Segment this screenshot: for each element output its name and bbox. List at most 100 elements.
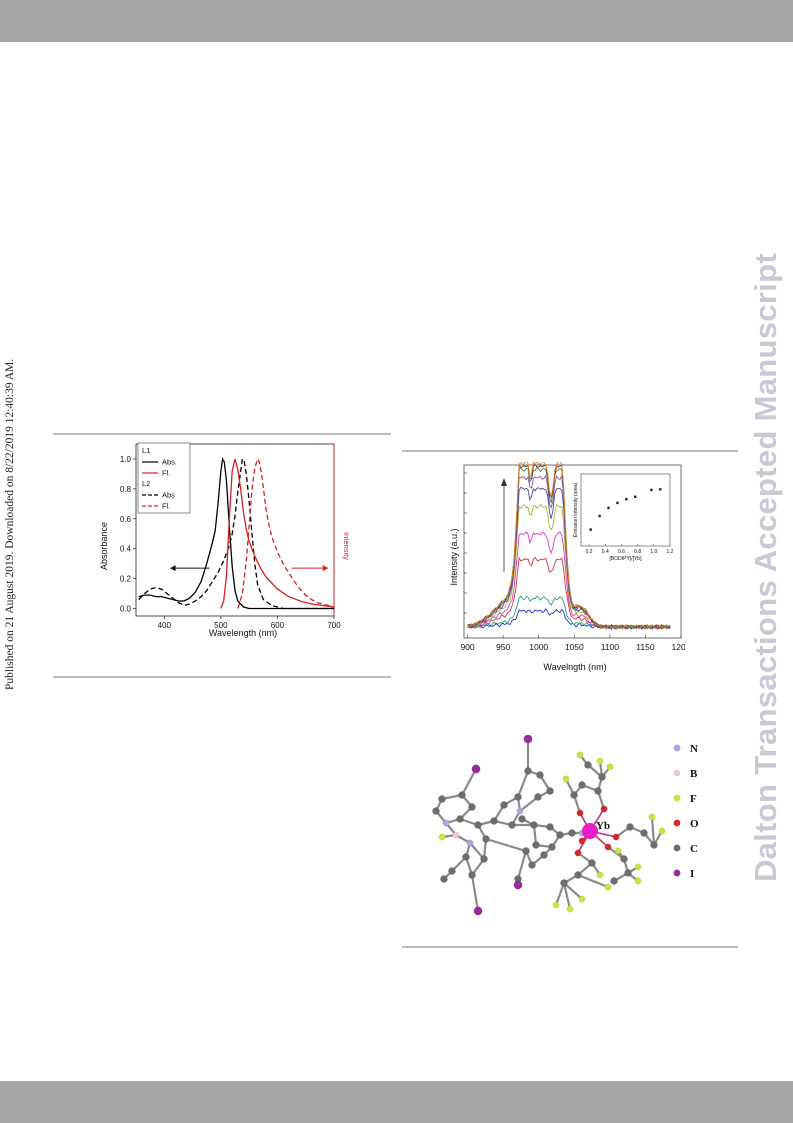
atom-c bbox=[440, 875, 448, 883]
x-tick-label: 600 bbox=[271, 621, 285, 630]
y-axis-label: Intensity (a.u.) bbox=[449, 528, 459, 585]
atom-i bbox=[523, 735, 533, 744]
atom-yb bbox=[582, 823, 598, 839]
atom-c bbox=[588, 859, 596, 867]
atom-f bbox=[596, 871, 604, 879]
figure-rule-top-left bbox=[53, 433, 391, 435]
atom-c bbox=[438, 795, 446, 803]
footer-bar bbox=[0, 1081, 793, 1123]
atom-c bbox=[556, 831, 564, 839]
atom-c bbox=[624, 869, 632, 877]
x-axis-label: Wavelength (nm) bbox=[209, 628, 277, 638]
bond bbox=[516, 849, 528, 881]
atom-o bbox=[574, 849, 582, 857]
x-tick-label: 1000 bbox=[529, 642, 548, 652]
atom-i bbox=[513, 880, 523, 890]
atom-f bbox=[562, 775, 570, 783]
atom-c bbox=[532, 841, 540, 849]
legend-label-c: C bbox=[690, 843, 698, 855]
atom-c bbox=[448, 867, 456, 875]
atom-c bbox=[546, 823, 554, 831]
atom-c bbox=[548, 843, 556, 851]
atom-o bbox=[612, 833, 620, 841]
inset-x-tick-label: 0.2 bbox=[586, 549, 593, 555]
x-tick-label: 900 bbox=[460, 642, 474, 652]
legend-label-n: N bbox=[690, 743, 698, 755]
atom-c bbox=[518, 815, 526, 823]
legend-entry-label: Fl. bbox=[162, 469, 170, 478]
atom-c bbox=[584, 761, 592, 769]
bond bbox=[554, 881, 566, 907]
x-tick-label: 500 bbox=[214, 621, 228, 630]
atom-c bbox=[568, 829, 576, 837]
x-tick-label: 700 bbox=[327, 621, 341, 630]
atom-c bbox=[640, 829, 648, 837]
atom-n bbox=[516, 807, 524, 815]
bond bbox=[650, 815, 656, 847]
figure-rule-bottom-left bbox=[53, 676, 391, 678]
atom-f bbox=[566, 905, 574, 913]
x-axis-label: Wavelngth (nm) bbox=[543, 662, 606, 672]
atom-c bbox=[468, 803, 476, 811]
x-tick-label: 1050 bbox=[565, 642, 584, 652]
atom-f bbox=[552, 901, 560, 909]
bond bbox=[460, 767, 478, 797]
increase-arrow-head bbox=[501, 478, 507, 486]
atom-f bbox=[578, 895, 586, 903]
atom-c bbox=[468, 871, 476, 879]
atom-f bbox=[614, 847, 622, 855]
y-tick-label: 0.2 bbox=[120, 575, 132, 584]
inset-data-point bbox=[589, 528, 592, 531]
x-tick-label: 400 bbox=[158, 621, 172, 630]
atom-c bbox=[534, 793, 542, 801]
y-tick-label: 0.8 bbox=[120, 485, 132, 494]
inset-x-axis-label: [BODIPY]/[Yb] bbox=[610, 556, 643, 562]
atom-c bbox=[570, 791, 578, 799]
y-tick-label: 1.0 bbox=[120, 455, 132, 464]
legend-dot-i bbox=[673, 869, 681, 877]
inset-x-tick-label: 1.0 bbox=[650, 549, 657, 555]
atom-c bbox=[508, 821, 516, 829]
y-tick-label: 0.6 bbox=[120, 515, 132, 524]
atom-f bbox=[606, 763, 614, 771]
legend-entry-label: Abs bbox=[162, 491, 175, 500]
bond bbox=[562, 881, 584, 901]
atom-c bbox=[598, 773, 606, 781]
legend-box bbox=[137, 442, 191, 514]
legend-entry-label: Fl. bbox=[162, 502, 170, 511]
emission-curve-10 bbox=[467, 462, 671, 630]
atom-f bbox=[438, 833, 446, 841]
legend-label-f: F bbox=[690, 793, 697, 805]
legend-dot-n bbox=[673, 744, 681, 752]
y-axis-label-left: Absorbance bbox=[99, 522, 109, 570]
series-line-4 bbox=[237, 457, 335, 609]
legend-label-b: B bbox=[690, 768, 698, 780]
atom-f bbox=[658, 827, 666, 835]
atom-n bbox=[466, 839, 474, 847]
spectra-chart: 400 500 600 700 0.0 0.2 0.4 0.6 0.8 1.0 L1 Abs. Fl.… bbox=[99, 442, 351, 638]
legend-group-label: L2 bbox=[142, 479, 150, 488]
atom-c bbox=[528, 861, 536, 869]
figure-rule-bottom-right bbox=[402, 946, 738, 948]
y-axis-label-right: Intensity bbox=[342, 532, 351, 560]
legend-dot-b bbox=[673, 769, 681, 777]
emission-curve-6 bbox=[467, 486, 671, 630]
crystal-structure-figure: N B F O C I Yb bbox=[432, 735, 699, 916]
atom-c bbox=[522, 847, 530, 855]
left-axis-arrowhead bbox=[169, 565, 176, 572]
inset-data-point bbox=[659, 488, 662, 491]
atom-c bbox=[480, 855, 488, 863]
inset-data-point bbox=[650, 488, 653, 492]
legend-dot-c bbox=[673, 844, 681, 852]
right-axis-arrowhead bbox=[322, 565, 329, 572]
atom-o bbox=[604, 843, 612, 851]
atom-c bbox=[626, 823, 634, 831]
bond bbox=[484, 837, 528, 853]
publication-note-text: Published on 21 August 2019. Downloaded … bbox=[4, 358, 16, 690]
atom-c bbox=[432, 807, 440, 815]
atom-c bbox=[490, 817, 498, 825]
atom-c bbox=[514, 793, 522, 801]
atom-c bbox=[536, 771, 544, 779]
inset-x-tick-label: 0.4 bbox=[602, 549, 609, 555]
